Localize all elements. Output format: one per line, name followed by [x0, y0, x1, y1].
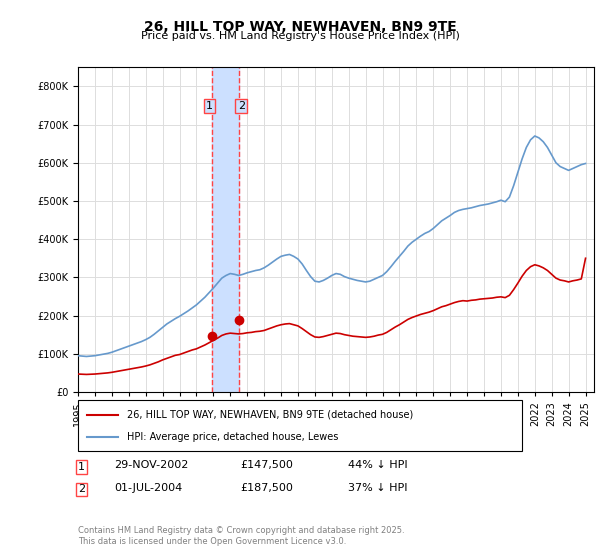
FancyBboxPatch shape [78, 400, 522, 451]
Text: 26, HILL TOP WAY, NEWHAVEN, BN9 9TE: 26, HILL TOP WAY, NEWHAVEN, BN9 9TE [143, 20, 457, 34]
Text: 1: 1 [78, 462, 85, 472]
Text: 44% ↓ HPI: 44% ↓ HPI [348, 460, 407, 470]
Text: £147,500: £147,500 [240, 460, 293, 470]
Text: Contains HM Land Registry data © Crown copyright and database right 2025.
This d: Contains HM Land Registry data © Crown c… [78, 526, 404, 546]
Text: Price paid vs. HM Land Registry's House Price Index (HPI): Price paid vs. HM Land Registry's House … [140, 31, 460, 41]
Text: 37% ↓ HPI: 37% ↓ HPI [348, 483, 407, 493]
Text: HPI: Average price, detached house, Lewes: HPI: Average price, detached house, Lewe… [127, 432, 338, 442]
Text: 1: 1 [206, 101, 213, 111]
Text: 2: 2 [238, 101, 245, 111]
Text: £187,500: £187,500 [240, 483, 293, 493]
Bar [212, 67, 239, 392]
Text: 26, HILL TOP WAY, NEWHAVEN, BN9 9TE (detached house): 26, HILL TOP WAY, NEWHAVEN, BN9 9TE (det… [127, 409, 413, 419]
Text: 01-JUL-2004: 01-JUL-2004 [114, 483, 182, 493]
Text: 2: 2 [78, 484, 85, 494]
Text: 29-NOV-2002: 29-NOV-2002 [114, 460, 188, 470]
